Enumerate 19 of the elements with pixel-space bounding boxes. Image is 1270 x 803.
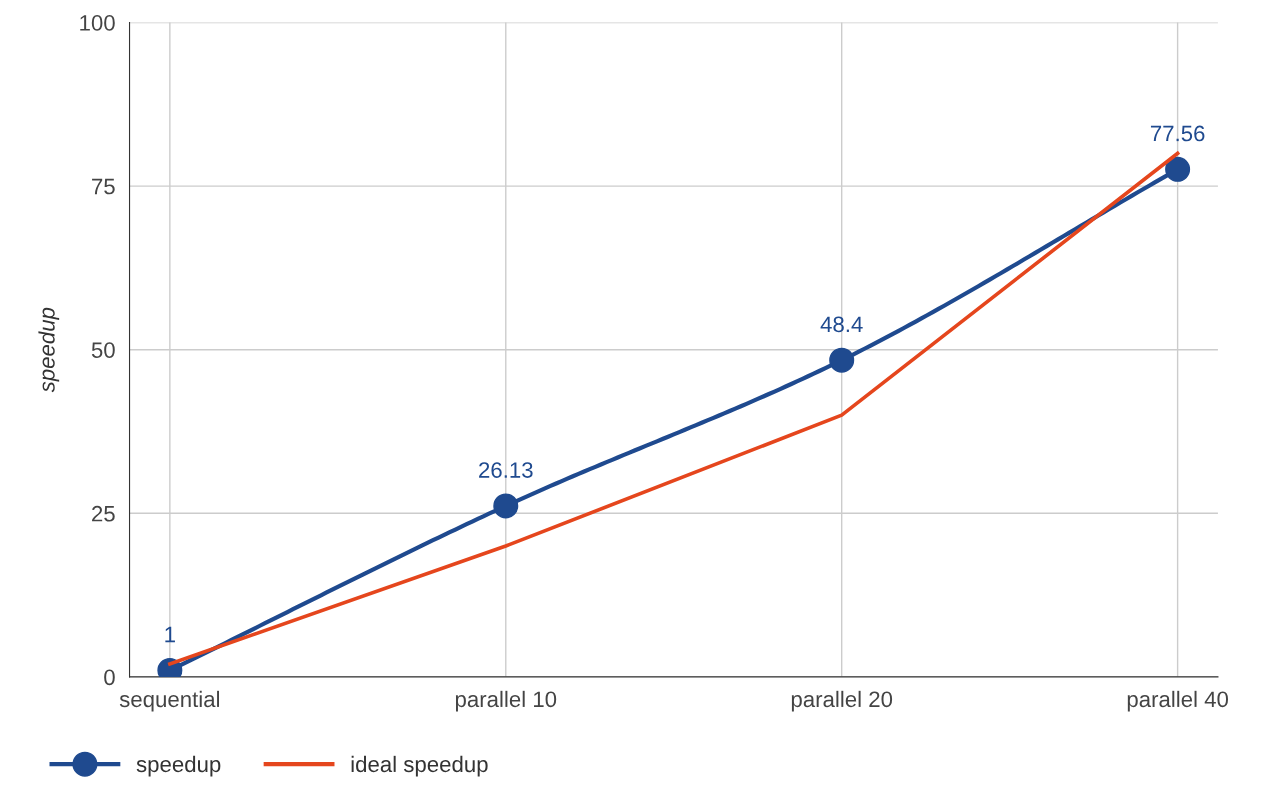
legend-label: ideal speedup [351, 755, 488, 777]
y-tick-label: 75 [92, 178, 115, 195]
y-tick-label: 25 [92, 505, 115, 522]
data-label: 26.13 [479, 462, 533, 478]
point [493, 493, 519, 519]
x-tick-label: parallel 20 [791, 690, 893, 712]
y-axis-title: speedup [38, 307, 60, 393]
data-label: 48.4 [820, 316, 863, 333]
data-label: 77.56 [1150, 125, 1205, 142]
legend-label: speedup [136, 755, 221, 777]
x-tick-label: parallel 10 [455, 690, 557, 712]
y-tick-label: 100 [80, 15, 115, 31]
y-tick-label: 50 [91, 342, 115, 358]
x-tick-label: sequential [119, 690, 220, 712]
x-tick-label: parallel 40 [1127, 690, 1229, 712]
y-tick-label: 0 [104, 669, 115, 686]
data-label: 1 [165, 626, 175, 643]
point [829, 347, 855, 373]
point [1165, 156, 1191, 182]
